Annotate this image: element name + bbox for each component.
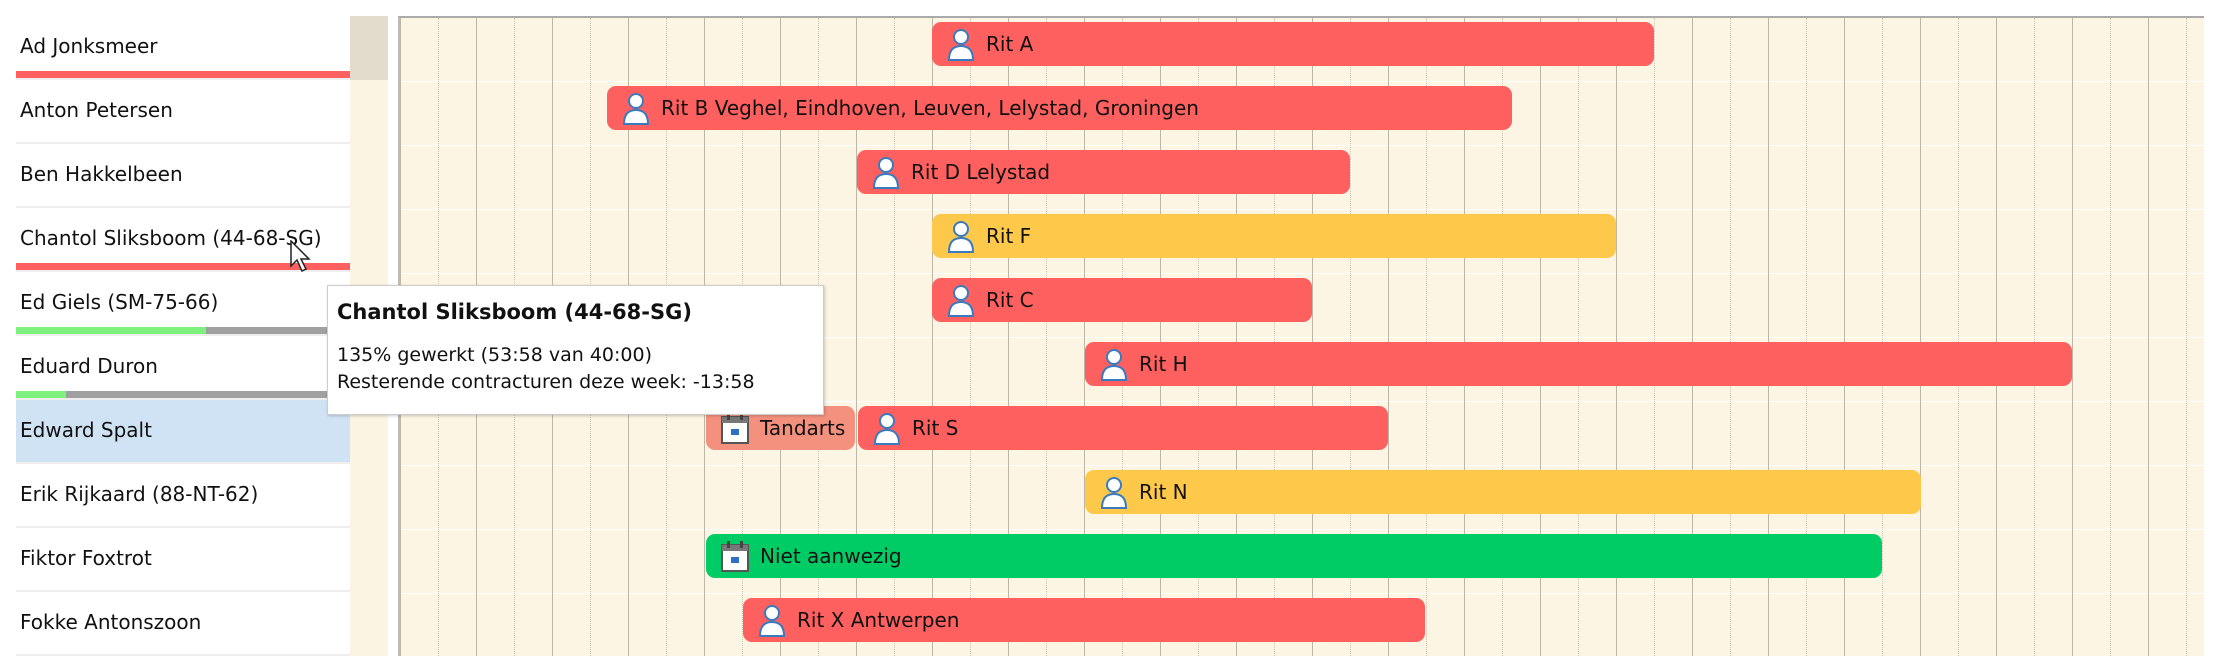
- bar-label: Rit S: [912, 416, 959, 440]
- person-icon: [946, 219, 976, 253]
- resource-name: Erik Rijkaard (88-NT-62): [20, 482, 259, 506]
- workload-progress-bar: [16, 391, 350, 398]
- bar-label: Rit N: [1139, 480, 1188, 504]
- resource-tooltip: Chantol Sliksboom (44-68-SG) 135% gewerk…: [327, 285, 824, 415]
- resource-name: Ben Hakkelbeen: [20, 162, 183, 186]
- schedule-bar[interactable]: Rit N: [1085, 470, 1921, 514]
- workload-progress-bar: [16, 263, 350, 270]
- resource-name: Fokke Antonszoon: [20, 610, 202, 634]
- person-icon: [1099, 347, 1129, 381]
- schedule-bar[interactable]: Niet aanwezig: [706, 534, 1882, 578]
- bar-label: Rit D Lelystad: [911, 160, 1051, 184]
- bar-label: Tandarts: [760, 416, 846, 440]
- resource-name: Ed Giels (SM-75-66): [20, 290, 219, 314]
- bar-label: Rit C: [986, 288, 1034, 312]
- tooltip-remaining: Resterende contracturen deze week: -13:5…: [337, 371, 755, 393]
- resource-row[interactable]: Erik Rijkaard (88-NT-62): [16, 464, 350, 528]
- person-icon: [871, 155, 901, 189]
- resource-name: Chantol Sliksboom (44-68-SG): [20, 226, 322, 250]
- calendar-icon: [720, 539, 750, 573]
- bar-label: Niet aanwezig: [760, 544, 902, 568]
- resource-name: Ad Jonksmeer: [20, 34, 158, 58]
- tooltip-worked: 135% gewerkt (53:58 van 40:00): [337, 344, 652, 366]
- bar-label: Rit A: [986, 32, 1034, 56]
- schedule-bar[interactable]: Rit C: [932, 278, 1312, 322]
- calendar-icon: [720, 411, 750, 445]
- person-icon: [621, 91, 651, 125]
- resource-row[interactable]: Anton Petersen: [16, 80, 350, 144]
- resource-name: Anton Petersen: [20, 98, 173, 122]
- resource-row[interactable]: Fiktor Foxtrot: [16, 528, 350, 592]
- schedule-bar[interactable]: Rit A: [932, 22, 1654, 66]
- person-icon: [872, 411, 902, 445]
- person-icon: [757, 603, 787, 637]
- bar-label: Rit B Veghel, Eindhoven, Leuven, Lelysta…: [661, 96, 1199, 120]
- schedule-bar[interactable]: Rit B Veghel, Eindhoven, Leuven, Lelysta…: [607, 86, 1512, 130]
- person-icon: [1099, 475, 1129, 509]
- resource-row[interactable]: Ad Jonksmeer: [16, 16, 350, 80]
- schedule-bar[interactable]: Rit F: [932, 214, 1616, 258]
- resource-list: Ad Jonksmeer Anton Petersen Ben Hakkelbeen…: [16, 16, 350, 656]
- resource-name: Eduard Duron: [20, 354, 158, 378]
- schedule-bar[interactable]: Rit S: [858, 406, 1388, 450]
- tooltip-title: Chantol Sliksboom (44-68-SG): [337, 300, 692, 324]
- resource-row[interactable]: Eduard Duron: [16, 336, 350, 400]
- bar-label: Rit X Antwerpen: [797, 608, 960, 632]
- bar-label: Rit H: [1139, 352, 1188, 376]
- resource-row[interactable]: Fokke Antonszoon: [16, 592, 350, 656]
- resource-name: Edward Spalt: [20, 418, 152, 442]
- schedule-bar[interactable]: Rit X Antwerpen: [743, 598, 1425, 642]
- person-icon: [946, 27, 976, 61]
- resource-row[interactable]: Edward Spalt: [16, 400, 350, 464]
- workload-progress-bar: [16, 327, 350, 334]
- person-icon: [946, 283, 976, 317]
- schedule-bar[interactable]: Rit D Lelystad: [857, 150, 1350, 194]
- schedule-bar[interactable]: Rit H: [1085, 342, 2072, 386]
- mouse-cursor-icon: [290, 240, 311, 273]
- resource-row[interactable]: Chantol Sliksboom (44-68-SG): [16, 208, 350, 272]
- resource-row[interactable]: Ed Giels (SM-75-66): [16, 272, 350, 336]
- resource-name: Fiktor Foxtrot: [20, 546, 152, 570]
- workload-progress-bar: [16, 71, 350, 78]
- bar-label: Rit F: [986, 224, 1032, 248]
- resource-row[interactable]: Ben Hakkelbeen: [16, 144, 350, 208]
